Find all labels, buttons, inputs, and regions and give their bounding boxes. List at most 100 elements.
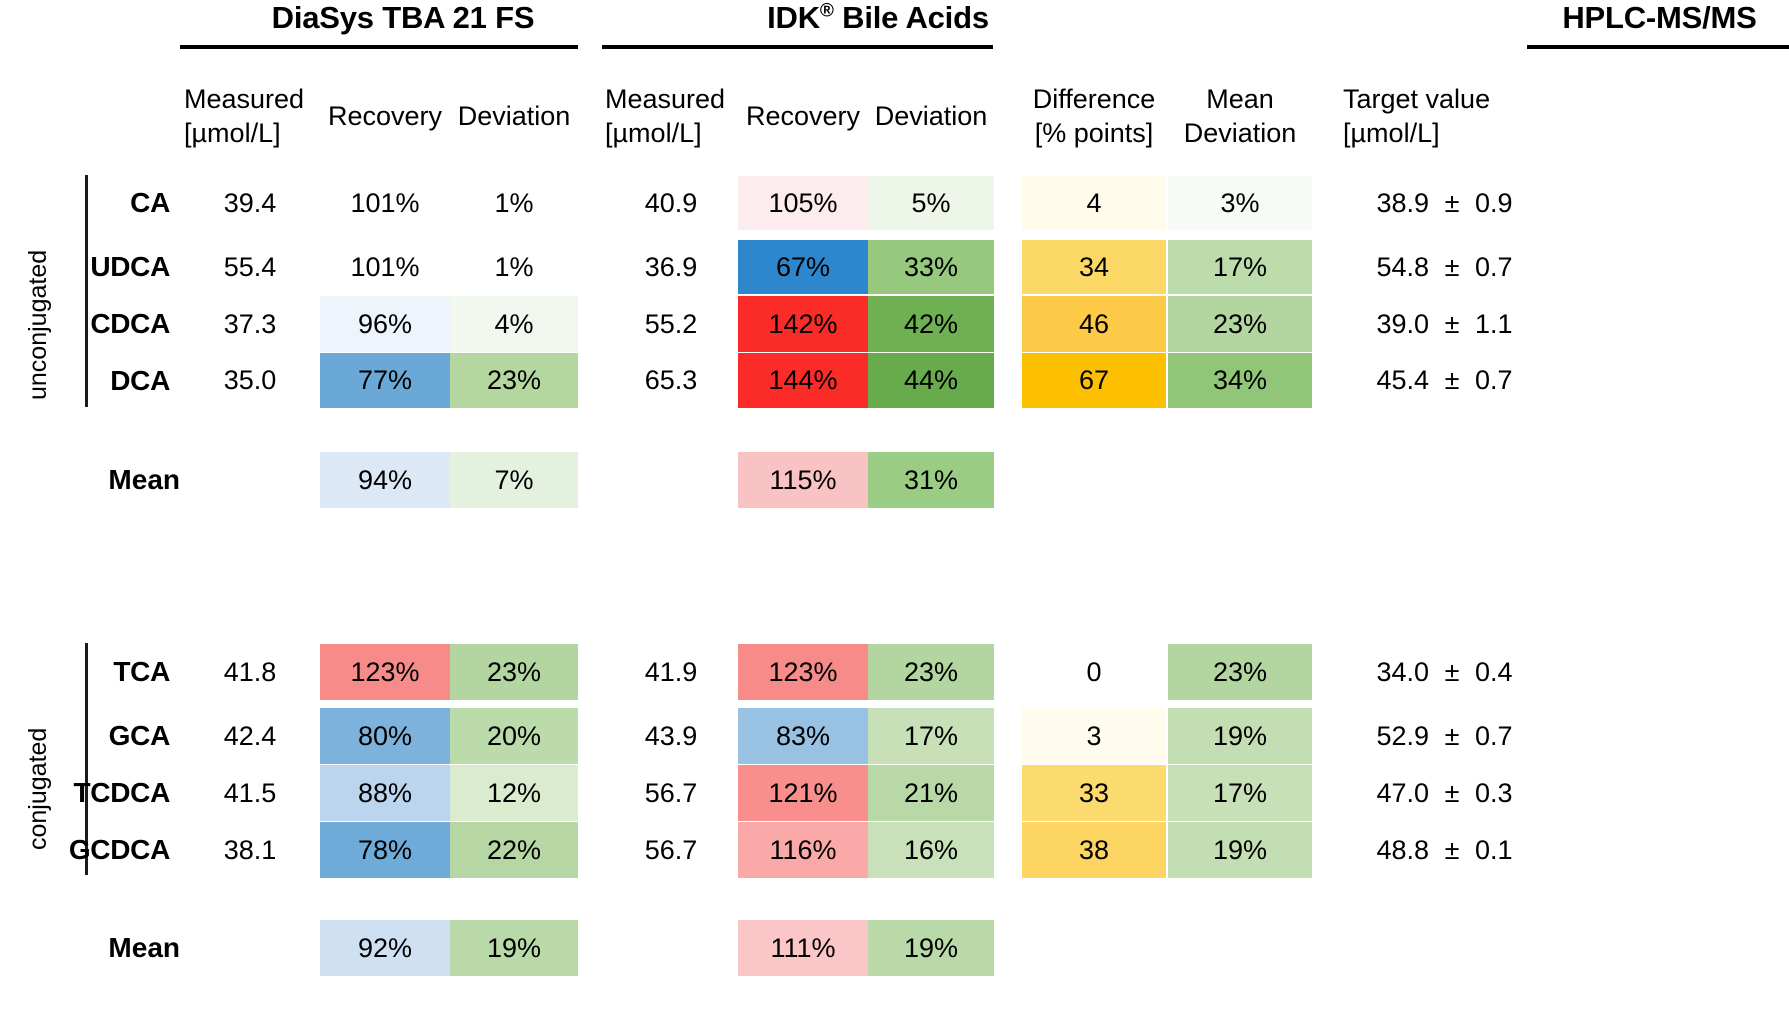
target-sd: 0.3: [1475, 777, 1513, 808]
cell-idk-deviation: 5%: [868, 176, 994, 230]
group-title-idk-tail: Bile Acids: [833, 0, 989, 35]
cell-mean-deviation: 19%: [1168, 708, 1312, 764]
cell-diasys-deviation: 1%: [494, 251, 534, 282]
column-header-measured-idk: Measured [µmol/L]: [605, 84, 726, 148]
plus-minus-icon: ±: [1444, 720, 1460, 751]
target-sd: 0.7: [1475, 251, 1513, 282]
cell-diasys-measured: 35.0: [223, 365, 277, 395]
cell-idk-deviation: 44%: [868, 353, 994, 408]
cell-target-value: 39.0 ± 1.1: [1343, 296, 1535, 352]
cell-idk-measured: 40.9: [644, 187, 698, 218]
header-rule-diasys: [180, 45, 578, 49]
group-title-idk: IDK® Bile Acids: [668, 0, 1088, 36]
header-rule-hplc: [1527, 45, 1789, 49]
cell-diasys-measured: 39.4: [223, 187, 277, 218]
cell-idk-recovery: 116%: [738, 822, 868, 878]
cell-difference: 67: [1022, 353, 1166, 408]
cell-target-value: 48.8 ± 0.1: [1343, 822, 1535, 878]
target-sd: 1.1: [1475, 308, 1513, 339]
target-value: 39.0: [1376, 308, 1429, 339]
cell-idk-measured: 36.9: [644, 251, 698, 282]
target-value: 54.8: [1376, 251, 1429, 282]
cell-mean-idk-recovery: 111%: [738, 920, 868, 976]
target-sd: 0.1: [1475, 834, 1513, 865]
plus-minus-icon: ±: [1444, 656, 1460, 687]
cell-idk-recovery: 123%: [738, 644, 868, 700]
cell-diasys-deviation: 20%: [450, 708, 578, 764]
section-label-conjugated: conjugated: [24, 727, 52, 850]
group-title-hplc: HPLC-MS/MS: [1562, 0, 1757, 35]
column-header-target-value: Target value [µmol/L]: [1343, 84, 1491, 148]
cell-idk-recovery: 142%: [738, 296, 868, 352]
cell-idk-recovery: 121%: [738, 765, 868, 821]
cell-mean-deviation: 19%: [1168, 822, 1312, 878]
cell-mean-diasys-recovery: 92%: [320, 920, 450, 976]
cell-idk-measured: 65.3: [644, 365, 698, 395]
row-label-dca: DCA: [110, 364, 170, 396]
plus-minus-icon: ±: [1444, 308, 1460, 339]
cell-target-value: 54.8 ± 0.7: [1343, 240, 1535, 294]
cell-mean-diasys-deviation: 7%: [450, 452, 578, 508]
column-header-difference: Difference [% points]: [1032, 84, 1156, 148]
column-header-mean-deviation: Mean Deviation: [1183, 84, 1297, 148]
row-label-tcdca: TCDCA: [73, 777, 171, 808]
column-header-recovery-idk: Recovery: [745, 101, 861, 131]
cell-target-value: 38.9 ± 0.9: [1343, 176, 1535, 230]
cell-target-value: 47.0 ± 0.3: [1343, 765, 1535, 821]
cell-diasys-measured: 38.1: [223, 834, 277, 865]
target-value: 52.9: [1376, 720, 1429, 751]
cell-diasys-deviation: 23%: [450, 353, 578, 408]
cell-diasys-measured: 41.5: [223, 777, 277, 808]
group-title-diasys: DiaSys TBA 21 FS: [271, 0, 535, 35]
column-header-recovery-diasys: Recovery: [327, 101, 443, 131]
cell-diasys-recovery: 101%: [350, 251, 420, 282]
plus-minus-icon: ±: [1444, 365, 1460, 395]
cell-mean-deviation: 34%: [1168, 353, 1312, 408]
cell-diasys-recovery: 78%: [320, 822, 450, 878]
cell-idk-deviation: 33%: [868, 240, 994, 294]
cell-difference: 4: [1022, 176, 1166, 230]
header-rule-idk: [602, 45, 993, 49]
row-label-gca: GCA: [108, 720, 171, 751]
row-label-tca: TCA: [113, 656, 170, 687]
cell-mean-deviation: 3%: [1168, 176, 1312, 230]
column-header-deviation-idk: Deviation: [874, 101, 988, 131]
cell-diasys-deviation: 1%: [494, 187, 534, 218]
row-label-gcdca: GCDCA: [68, 834, 170, 865]
cell-idk-deviation: 23%: [868, 644, 994, 700]
cell-target-value: 34.0 ± 0.4: [1343, 644, 1535, 700]
target-value: 45.4: [1376, 365, 1429, 395]
cell-difference: 3: [1022, 708, 1166, 764]
row-label-cdca: CDCA: [90, 308, 170, 339]
cell-idk-recovery: 67%: [738, 240, 868, 294]
cell-idk-measured: 43.9: [644, 720, 698, 751]
cell-mean-deviation: 23%: [1168, 644, 1312, 700]
cell-diasys-recovery: 96%: [320, 296, 450, 352]
cell-mean-deviation: 17%: [1168, 765, 1312, 821]
row-label-mean-unconjugated: Mean: [108, 464, 180, 495]
cell-idk-deviation: 42%: [868, 296, 994, 352]
target-sd: 0.7: [1475, 720, 1513, 751]
cell-idk-measured: 56.7: [644, 777, 698, 808]
cell-target-value: 52.9 ± 0.7: [1343, 708, 1535, 764]
cell-idk-recovery: 83%: [738, 708, 868, 764]
target-value: 34.0: [1376, 656, 1429, 687]
cell-diasys-measured: 41.8: [223, 656, 277, 687]
row-label-udca: UDCA: [90, 251, 170, 282]
cell-idk-deviation: 17%: [868, 708, 994, 764]
cell-diasys-deviation: 22%: [450, 822, 578, 878]
section-divider-conjugated: [85, 643, 88, 875]
cell-target-value: 45.4 ± 0.7: [1343, 353, 1535, 408]
cell-diasys-measured: 42.4: [223, 720, 277, 751]
cell-difference: 33: [1022, 765, 1166, 821]
cell-idk-deviation: 21%: [868, 765, 994, 821]
cell-diasys-recovery: 123%: [320, 644, 450, 700]
cell-difference: 34: [1022, 240, 1166, 294]
cell-idk-recovery: 144%: [738, 353, 868, 408]
column-header-measured-diasys: Measured [µmol/L]: [184, 84, 305, 148]
cell-difference: 46: [1022, 296, 1166, 352]
section-label-unconjugated: unconjugated: [24, 249, 52, 400]
target-sd: 0.7: [1475, 365, 1513, 395]
cell-idk-deviation: 16%: [868, 822, 994, 878]
